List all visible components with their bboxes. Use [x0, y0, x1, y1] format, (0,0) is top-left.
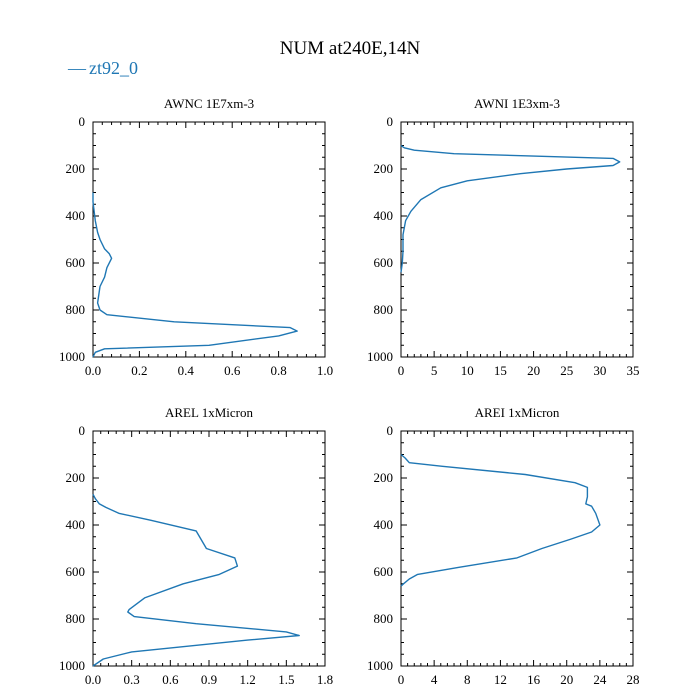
arel-ytick-label: 600: [66, 564, 86, 579]
arei-ytick-label: 400: [374, 517, 394, 532]
arel-ytick-label: 800: [66, 611, 86, 626]
arel-xtick-label: 0.9: [201, 672, 217, 687]
awni-xtick-label: 20: [527, 363, 540, 378]
arel-frame: [92, 430, 326, 667]
awnc-xtick-label: 0.4: [178, 363, 195, 378]
awnc-xtick-label: 1.0: [317, 363, 333, 378]
arel-title: AREL 1xMicron: [165, 405, 253, 420]
figure-title: NUM at240E,14N: [280, 38, 421, 59]
arel-xtick-label: 1.2: [240, 672, 256, 687]
arei-xtick-label: 8: [464, 672, 471, 687]
arei-xtick-label: 16: [527, 672, 541, 687]
awni-xtick-label: 25: [560, 363, 573, 378]
arei-xtick-label: 0: [398, 672, 405, 687]
panel-arel: AREL 1xMicron 0.0 0.3 0.6 0.9 1.2 1.5 1.8 0 200 40…: [59, 405, 333, 687]
awni-frame: [400, 121, 634, 358]
awnc-ytick-label: 600: [66, 255, 86, 270]
arei-ytick-label: 0: [387, 423, 394, 438]
legend: — zt92_0: [67, 58, 138, 78]
awni-xtick-label: 0: [398, 363, 405, 378]
awnc-title: AWNC 1E7xm-3: [164, 96, 254, 111]
arel-xtick-label: 0.3: [124, 672, 140, 687]
awnc-ytick-label: 800: [66, 302, 86, 317]
arel-xtick-label: 1.5: [278, 672, 294, 687]
awni-xtick-label: 15: [494, 363, 507, 378]
arei-xtick-label: 24: [593, 672, 607, 687]
awnc-frame: [92, 121, 326, 358]
arei-xtick-label: 20: [560, 672, 573, 687]
arei-title: AREI 1xMicron: [475, 405, 560, 420]
arei-ytick-label: 1000: [367, 658, 393, 673]
awni-xtick-label: 5: [431, 363, 438, 378]
arei-xtick-label: 28: [627, 672, 640, 687]
arel-xtick-label: 0.0: [85, 672, 101, 687]
arel-ytick-label: 400: [66, 517, 86, 532]
awnc-xtick-label: 0.0: [85, 363, 101, 378]
awni-ytick-label: 1000: [367, 349, 393, 364]
panel-awnc: AWNC 1E7xm-3 0.0 0.2 0.4 0.6 0.8 1.0 0 200 400 600…: [59, 96, 333, 378]
awnc-ytick-label: 200: [66, 161, 86, 176]
awni-ytick-label: 800: [374, 302, 394, 317]
awnc-series-line: [92, 192, 298, 358]
awni-xtick-label: 35: [627, 363, 640, 378]
arei-xtick-label: 12: [494, 672, 507, 687]
awnc-xtick-label: 0.8: [270, 363, 286, 378]
arel-ytick-label: 1000: [59, 658, 85, 673]
arei-series-line: [400, 453, 601, 587]
arel-xtick-label: 1.8: [317, 672, 333, 687]
awni-ytick-label: 200: [374, 161, 394, 176]
awnc-ytick-label: 400: [66, 208, 86, 223]
legend-marker: —: [67, 58, 87, 78]
arei-ytick-label: 800: [374, 611, 394, 626]
awnc-xtick-label: 0.2: [131, 363, 147, 378]
awnc-ytick-label: 0: [79, 114, 86, 129]
awnc-ytick-label: 1000: [59, 349, 85, 364]
arei-ytick-label: 600: [374, 564, 394, 579]
arel-series-line: [92, 494, 300, 667]
legend-label: zt92_0: [89, 58, 138, 78]
awni-title: AWNI 1E3xm-3: [474, 96, 560, 111]
awni-series-line: [400, 144, 621, 273]
arel-xtick-label: 0.6: [162, 672, 179, 687]
panel-arei: AREI 1xMicron 0 4 8 12 16 20 24 28 0 200 400 600 800 1…: [367, 405, 640, 687]
awni-ytick-label: 400: [374, 208, 394, 223]
awni-ytick-label: 600: [374, 255, 394, 270]
awni-xtick-label: 10: [461, 363, 474, 378]
awni-ytick-label: 0: [387, 114, 394, 129]
panel-awni: AWNI 1E3xm-3 0 5 10 15 20 25 30 35 0 200 400 600 800 1…: [367, 96, 640, 378]
awni-xtick-label: 30: [593, 363, 606, 378]
arei-ytick-label: 200: [374, 470, 394, 485]
arel-ytick-label: 0: [79, 423, 86, 438]
awnc-xtick-label: 0.6: [224, 363, 241, 378]
arei-xtick-label: 4: [431, 672, 438, 687]
arel-ytick-label: 200: [66, 470, 86, 485]
